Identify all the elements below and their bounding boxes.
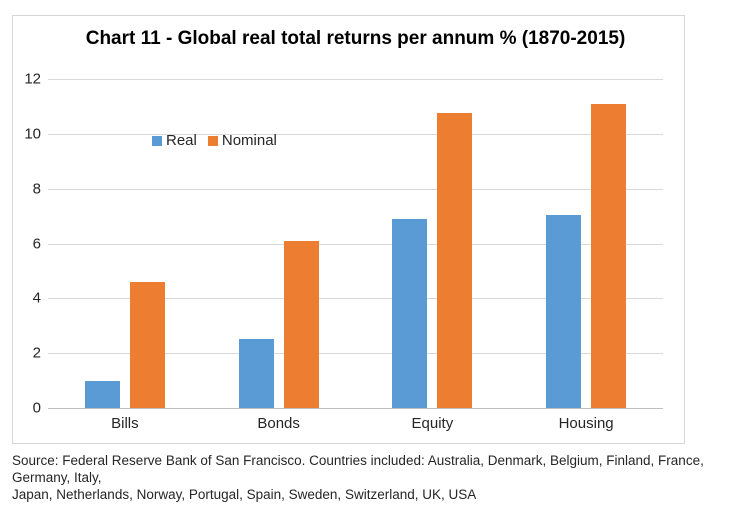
gridline-6 [48, 243, 663, 245]
x-category-label-equity: Equity [411, 415, 454, 432]
gridline-12 [48, 79, 663, 80]
bar-group-housing [509, 79, 663, 408]
y-tick-label-2: 2 [32, 344, 41, 362]
bar-group-bonds [202, 79, 356, 408]
x-category-label-bonds: Bonds [257, 415, 300, 432]
source-note: Source: Federal Reserve Bank of San Fran… [12, 453, 704, 502]
y-axis-labels: 0 2 4 6 8 10 12 [13, 71, 41, 417]
y-tick-label-12: 12 [24, 70, 41, 88]
x-axis-labels: Bills Bonds Equity Housing [48, 415, 663, 432]
x-category-label-bills: Bills [111, 415, 139, 432]
bar-group-equity [356, 79, 510, 408]
bar-real-bonds [238, 339, 274, 408]
legend-item-real: Real [152, 132, 197, 149]
legend-item-nominal: Nominal [207, 132, 277, 149]
legend-swatch-real-icon [152, 135, 162, 146]
bar-nominal-housing [591, 103, 627, 408]
plot-area [48, 79, 663, 409]
y-tick-label-6: 6 [32, 235, 41, 252]
y-tick-label-8: 8 [32, 180, 41, 198]
gridline-10 [48, 133, 663, 135]
legend-swatch-nominal-icon [207, 135, 218, 146]
x-axis-line [48, 408, 663, 409]
x-category-label-housing: Housing [558, 415, 614, 432]
bar-real-housing [546, 214, 582, 408]
bar-nominal-bonds [283, 240, 319, 408]
gridline-4 [48, 298, 663, 300]
bar-group-bills [48, 79, 202, 408]
bar-nominal-equity [437, 113, 473, 408]
y-tick-label-4: 4 [32, 289, 41, 307]
legend-label-nominal: Nominal [221, 132, 277, 149]
y-tick-label-0: 0 [32, 399, 41, 417]
legend: Real Nominal [152, 132, 277, 149]
chart-container: Chart 11 - Global real total returns per… [12, 15, 685, 444]
bar-groups [48, 79, 663, 408]
gridline-2 [48, 353, 663, 355]
chart-title: Chart 11 - Global real total returns per… [85, 28, 626, 49]
legend-label-real: Real [166, 132, 197, 149]
gridlines [48, 79, 663, 409]
bar-nominal-bills [129, 281, 165, 408]
bar-real-equity [392, 218, 428, 408]
bar-real-bills [84, 380, 120, 408]
gridline-8 [48, 188, 663, 190]
y-tick-label-10: 10 [24, 125, 41, 143]
